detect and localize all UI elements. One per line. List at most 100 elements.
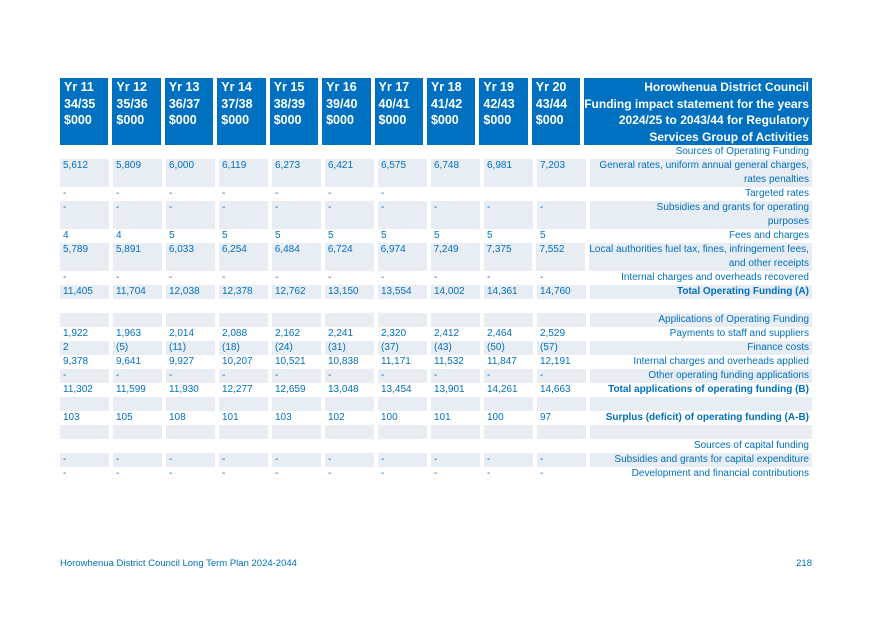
value-cell [60,439,109,453]
value-cell: 11,405 [60,285,109,299]
value-cell: 7,375 [483,243,533,271]
value-cell: 9,378 [63,356,89,367]
value-cell [325,439,374,453]
row-description: Payments to staff and suppliers [590,327,812,341]
column-header-period: 37/38 [221,96,253,111]
value-cell [272,397,321,411]
value-cell: 14,002 [431,285,480,299]
value-cell: 1,922 [63,328,89,339]
value-cell [378,299,427,313]
value-cell [272,425,321,439]
description-line: Finance costs [747,342,809,353]
value-cell: - [63,468,67,479]
column-header-yr: Yr 18 [430,80,462,94]
column-header-yr: Yr 19 [483,80,514,94]
column-header-yr: Yr 14 [221,80,252,94]
value-cell: 10,207 [222,356,253,367]
value-cell [113,145,162,159]
value-cell [431,425,480,439]
value-cell [113,397,162,411]
row-description [590,425,812,439]
value-cell: - [222,188,226,199]
value-cell [431,299,480,313]
value-cell [60,299,109,313]
value-cell: (43) [431,341,480,355]
value-cell: 2,241 [328,328,354,339]
value-cell [166,145,215,159]
value-cell [431,145,480,159]
value-cell: 2,464 [487,328,513,339]
value-cell: - [434,272,438,283]
column-header-period: 41/42 [430,96,463,111]
value-cell: 100 [381,412,398,423]
value-cell: 6,575 [378,159,427,187]
value-cell: 5 [169,230,175,241]
value-cell: 101 [434,412,451,423]
description-line: Fees and charges [728,230,809,241]
table-row: 5,612 5,809 6,000 6,119 6,273 6,421 6,575 6,748… [60,159,812,187]
value-cell [325,397,374,411]
year-column-header: Yr 11 34/35 $000 [60,78,109,145]
title-line: 2024/25 to 2043/44 for Regulatory [618,113,809,128]
value-cell: - [222,272,226,283]
value-cell: 102 [328,412,345,423]
year-column-header: Yr 19 42/43 $000 [479,78,528,145]
value-cell: 5 [381,230,387,241]
value-cell: 11,847 [487,356,517,367]
value-cell [378,439,427,453]
value-cell [431,313,480,327]
description-line: Sources of capital funding [693,440,809,451]
column-header-unit: $000 [221,113,250,128]
row-description [590,299,812,313]
value-cell: 10,521 [275,356,306,367]
description-line: and other receipts [728,258,809,269]
table-header: Yr 11 34/35 $000 Yr 12 35/36 $000 Yr 13 36/37 $0… [60,78,812,145]
value-cell: 6,033 [165,243,215,271]
column-header-yr: Yr 12 [116,80,148,94]
value-cell: - [272,369,321,383]
value-cell: 5 [328,230,334,241]
value-cell: - [540,468,544,479]
value-cell [113,425,162,439]
value-cell: - [540,272,544,283]
value-cell: 14,261 [487,384,518,395]
value-cell [113,313,162,327]
table-row: 11,405 11,704 12,038 12,378 12,762 13,150 13,5… [60,285,812,299]
value-cell [537,397,586,411]
value-cell [537,439,586,453]
value-cell [431,187,480,201]
description-line: Surplus (deficit) of operating funding (… [605,412,809,423]
value-cell: 13,454 [381,384,412,395]
table-row: - - - - - - - - - - Internal charges and overheads… [60,271,812,285]
value-cell: 12,038 [166,285,215,299]
column-header-unit: $000 [483,113,512,128]
column-header-period: 34/35 [64,96,96,111]
value-cell: 4 [63,230,69,241]
value-cell [431,439,480,453]
column-header-period: 39/40 [326,96,358,111]
value-cell: 13,048 [328,384,359,395]
value-cell [113,299,162,313]
value-cell: 2,014 [169,328,195,339]
description-line: Subsidies and grants for capital expendi… [614,454,809,465]
value-cell [113,439,162,453]
value-cell: - [325,201,374,229]
row-description: Other operating funding applications [590,369,812,383]
value-cell: 11,704 [113,285,162,299]
value-cell: - [113,369,162,383]
value-cell: 11,599 [116,384,146,395]
section-heading-row: Applications of Operating Funding [60,313,812,327]
value-cell: 6,254 [218,243,268,271]
value-cell: - [60,453,109,467]
value-cell [272,439,321,453]
value-cell: - [328,188,332,199]
value-cell [219,425,268,439]
value-cell: - [431,201,480,229]
year-column-header: Yr 13 36/37 $000 [164,78,214,145]
value-cell [484,439,533,453]
column-header-yr: Yr 20 [535,80,567,94]
value-cell: - [222,468,226,479]
page-number: 218 [796,558,812,569]
value-cell [325,313,374,327]
column-header-period: 36/37 [168,96,201,111]
